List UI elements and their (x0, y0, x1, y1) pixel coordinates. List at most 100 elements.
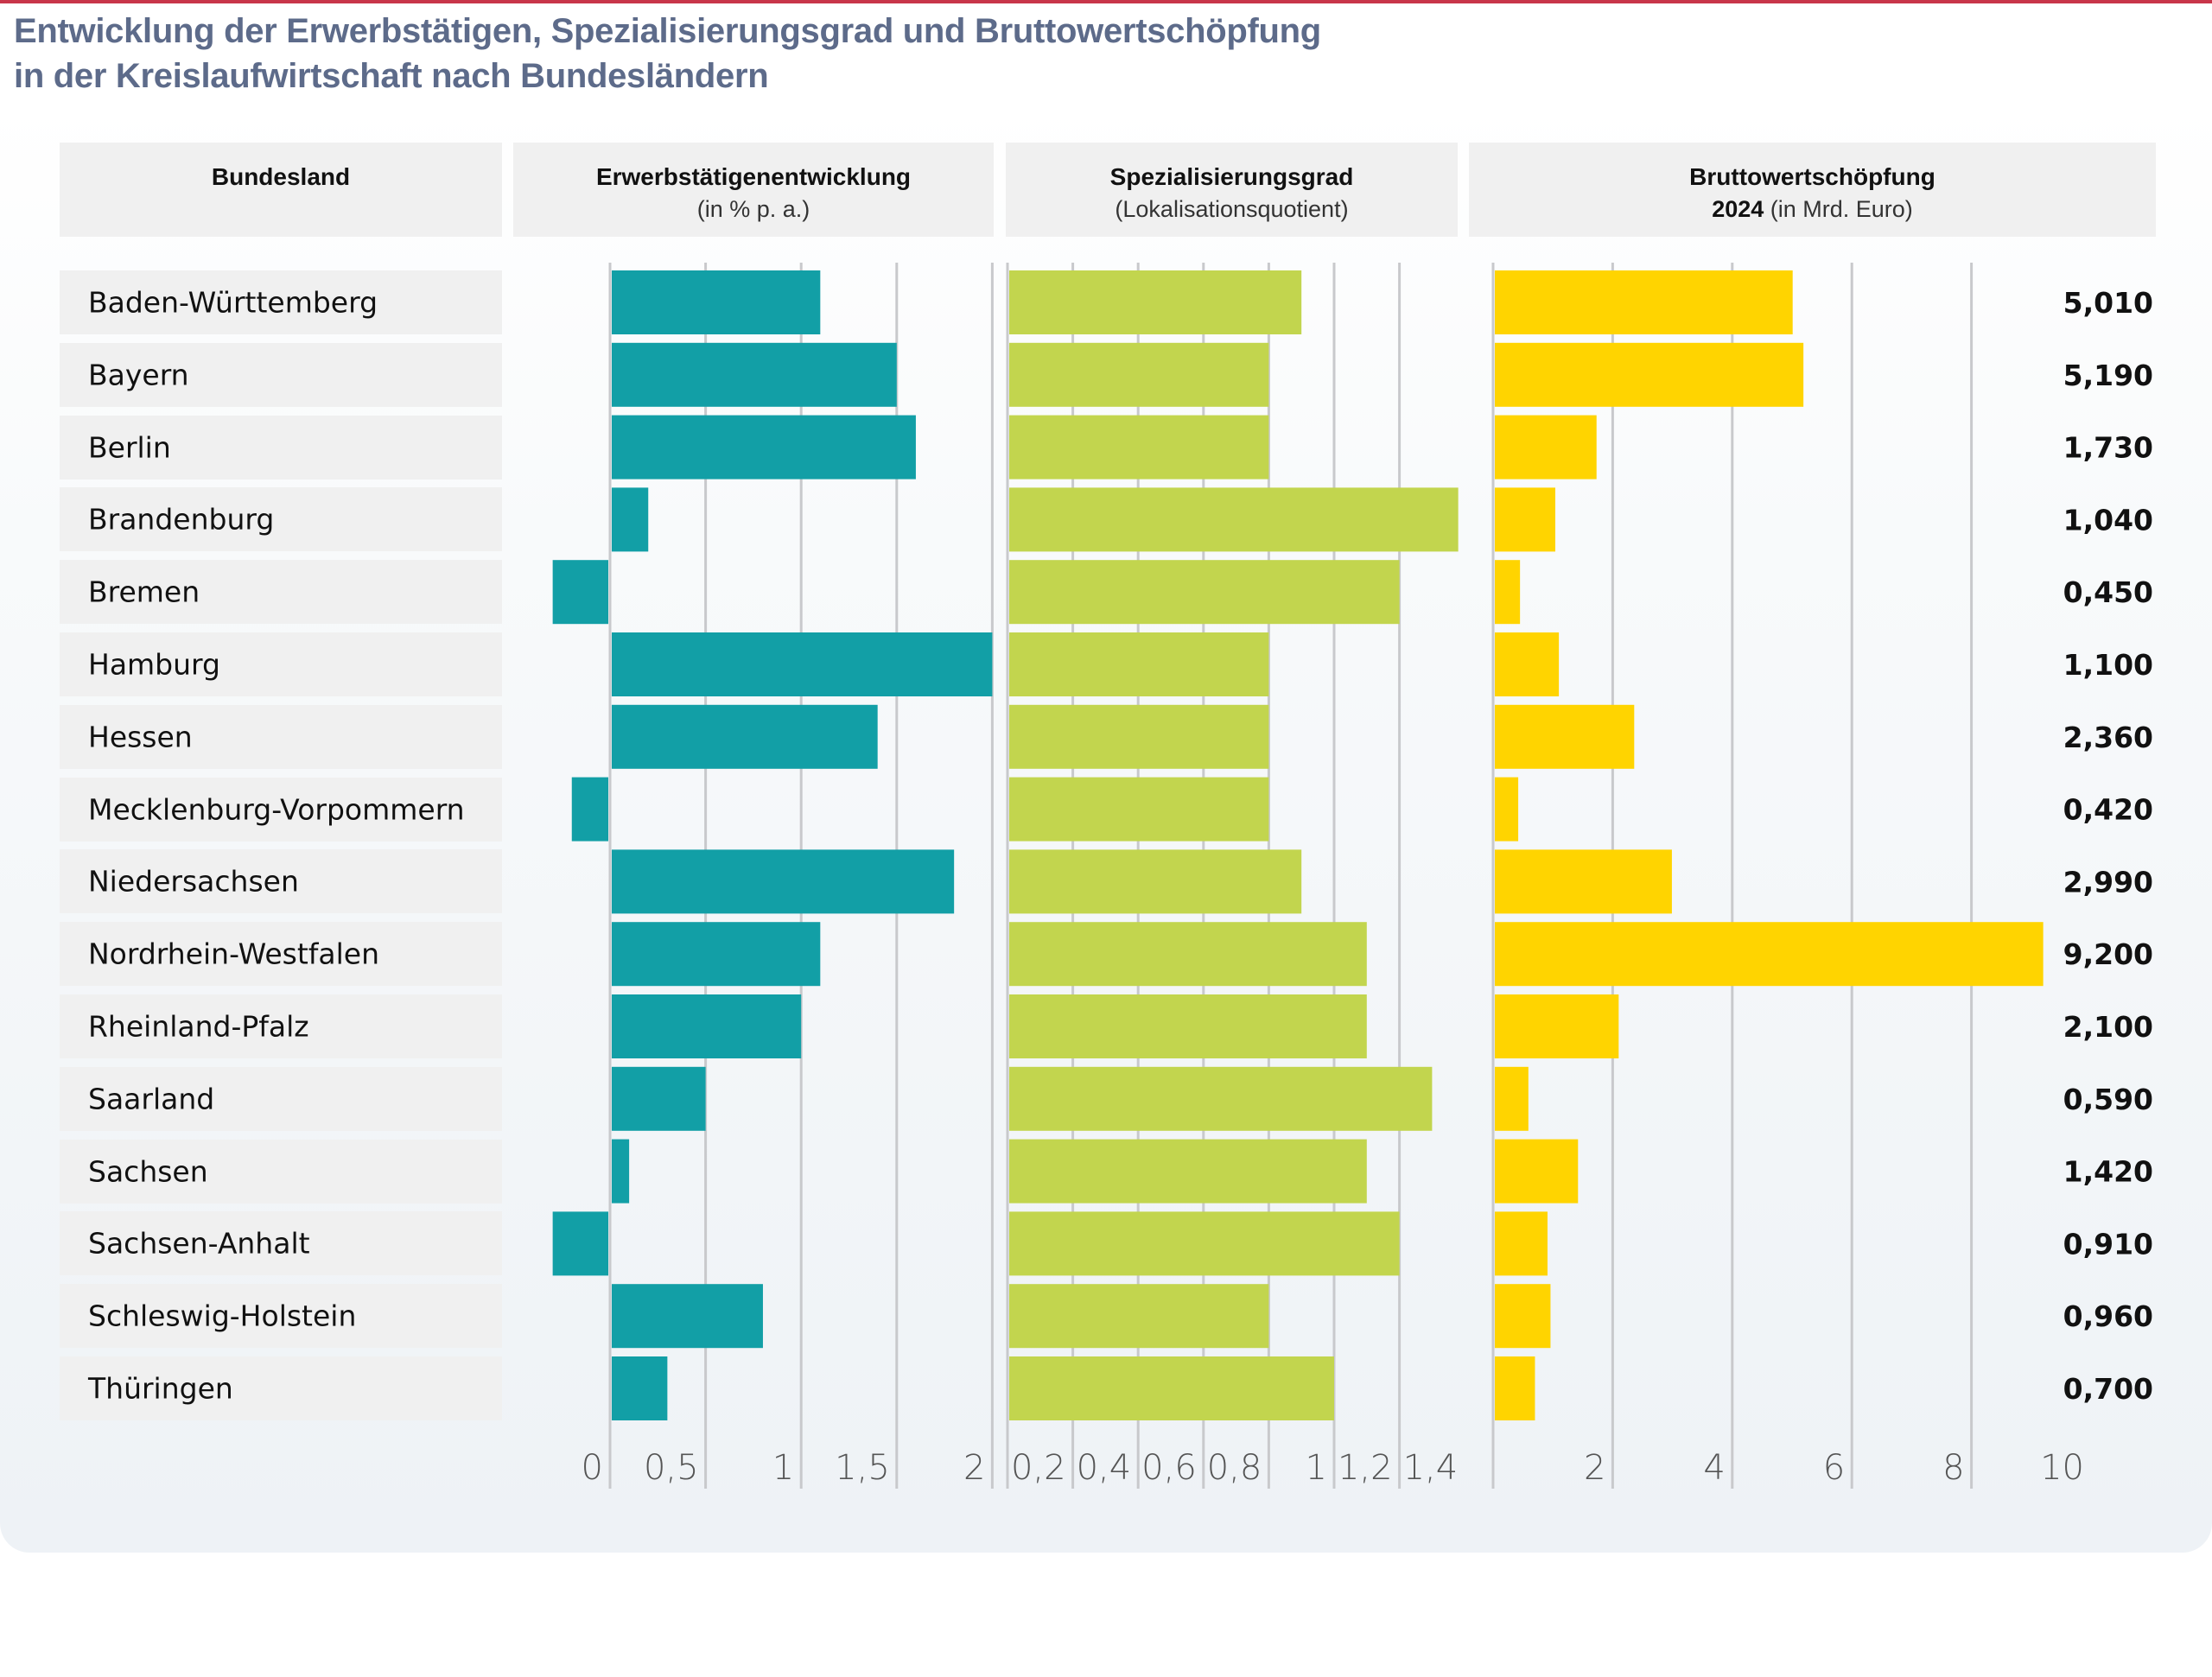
row-label: Mecklenburg-Vorpommern (60, 777, 502, 842)
spez-bar (1009, 487, 1459, 552)
spez-tick-label: 1,2 (1338, 1448, 1393, 1488)
bws-bar (1495, 415, 1597, 480)
erwerb-tick-label: 0 (582, 1448, 603, 1488)
bws-bar (1495, 487, 1555, 552)
row-label: Hessen (60, 704, 502, 769)
bws-value-label: 1,100 (2063, 648, 2153, 682)
bws-value-label: 2,990 (2063, 865, 2153, 899)
bws-value-label: 1,730 (2063, 431, 2153, 465)
erwerb-tick-label: 0,5 (644, 1448, 699, 1488)
erwerb-bar (612, 704, 878, 769)
row-label-text: Hamburg (88, 647, 220, 682)
bws-tick-label: 2 (1584, 1448, 1605, 1488)
bws-value-label: 0,960 (2063, 1299, 2153, 1333)
bws-bar (1495, 849, 1672, 914)
erwerb-tick-label: 1 (772, 1448, 794, 1488)
header-bws: Bruttowertschöpfung 2024 (in Mrd. Euro) (1469, 143, 2156, 237)
row-label-text: Bremen (88, 575, 200, 609)
header-erwerb: Erwerbstätigenentwicklung (in % p. a.) (513, 143, 994, 237)
bws-value-label: 9,200 (2063, 937, 2153, 971)
row-label-text: Mecklenburg-Vorpommern (88, 792, 465, 827)
bws-value-label: 0,450 (2063, 575, 2153, 609)
spez-tick-label: 1,4 (1403, 1448, 1459, 1488)
bws-bar (1495, 1066, 1529, 1131)
erwerb-bar (612, 1066, 706, 1131)
erwerb-bar (612, 849, 955, 914)
erwerb-bar (612, 415, 916, 480)
header-bws-title: Bruttowertschöpfung (1689, 163, 1936, 190)
row-label: Sachsen (60, 1139, 502, 1204)
bws-bar (1495, 1211, 1548, 1276)
bws-value-label: 0,420 (2063, 793, 2153, 827)
row-label: Bayern (60, 342, 502, 407)
spez-bar (1009, 342, 1269, 407)
header-erwerb-subtitle: (in % p. a.) (696, 196, 810, 222)
bws-tick-label: 4 (1703, 1448, 1725, 1488)
row-label: Schleswig-Holstein (60, 1284, 502, 1349)
bws-value-label: 0,700 (2063, 1372, 2153, 1406)
row-label-text: Sachsen-Anhalt (88, 1226, 310, 1261)
row-label-text: Saarland (88, 1082, 215, 1116)
row-label-text: Schleswig-Holstein (88, 1299, 357, 1333)
bws-value-label: 0,910 (2063, 1227, 2153, 1261)
bws-bar (1495, 922, 2044, 987)
spez-bar (1009, 1066, 1433, 1131)
erwerb-bar (612, 1284, 763, 1349)
header-bws-subtitle: 2024 (in Mrd. Euro) (1712, 196, 1913, 223)
spez-bar (1009, 415, 1269, 480)
row-label-text: Bayern (88, 358, 189, 392)
spez-tick-label: 1 (1306, 1448, 1327, 1488)
erwerb-bar (571, 777, 608, 842)
bws-tick-label: 10 (2040, 1448, 2084, 1488)
row-label: Sachsen-Anhalt (60, 1211, 502, 1276)
row-label-text: Thüringen (88, 1371, 233, 1406)
bws-bar (1495, 1139, 1579, 1204)
spez-tick-label: 0,6 (1141, 1448, 1197, 1488)
bws-bar (1495, 704, 1635, 769)
erwerb-tick-label: 1,5 (835, 1448, 890, 1488)
bws-tick-label: 6 (1823, 1448, 1845, 1488)
row-label-text: Berlin (88, 430, 171, 465)
spez-bar (1009, 560, 1400, 625)
bws-bar (1495, 342, 1804, 407)
bws-value-label: 2,360 (2063, 721, 2153, 754)
accent-line (0, 0, 2212, 3)
erwerb-bar (552, 1211, 608, 1276)
bws-bar (1495, 632, 1560, 696)
bws-value-label: 1,420 (2063, 1155, 2153, 1189)
header-spez-subtitle: (Lokalisationsquotient) (1115, 196, 1349, 222)
erwerb-bar (552, 560, 608, 625)
bws-bar (1495, 777, 1519, 842)
spez-bar (1009, 777, 1269, 842)
row-label: Rheinland-Pfalz (60, 994, 502, 1058)
header-spez: Spezialisierungsgrad (Lokalisationsquoti… (1006, 143, 1458, 237)
header-bundesland-title: Bundesland (211, 163, 351, 190)
bws-bar (1495, 1356, 1535, 1420)
spez-bar (1009, 632, 1269, 696)
row-label-text: Baden-Württemberg (88, 285, 378, 320)
header-erwerb-title: Erwerbstätigenentwicklung (595, 163, 912, 190)
header-spez-title: Spezialisierungsgrad (1109, 163, 1354, 190)
row-label: Hamburg (60, 632, 502, 696)
header-bundesland: Bundesland (60, 143, 502, 237)
spez-bar (1009, 1284, 1269, 1349)
spez-bar (1009, 849, 1302, 914)
bws-bar (1495, 994, 1619, 1058)
bws-tick-label: 8 (1942, 1448, 1964, 1488)
bws-bar (1495, 560, 1521, 625)
spez-bar (1009, 922, 1367, 987)
header-bws-year: 2024 (1712, 196, 1764, 222)
row-label: Nordrhein-Westfalen (60, 922, 502, 987)
spez-bar (1009, 1356, 1334, 1420)
row-label: Berlin (60, 415, 502, 480)
bws-bar (1495, 1284, 1551, 1349)
erwerb-bar (612, 1356, 668, 1420)
erwerb-bar (612, 994, 802, 1058)
spez-bar (1009, 270, 1302, 334)
spez-tick-label: 0,2 (1011, 1448, 1066, 1488)
bws-value-label: 1,040 (2063, 503, 2153, 537)
spez-bar (1009, 1211, 1400, 1276)
row-label: Saarland (60, 1066, 502, 1131)
bws-value-label: 2,100 (2063, 1010, 2153, 1044)
row-label-text: Rheinland-Pfalz (88, 1009, 309, 1044)
